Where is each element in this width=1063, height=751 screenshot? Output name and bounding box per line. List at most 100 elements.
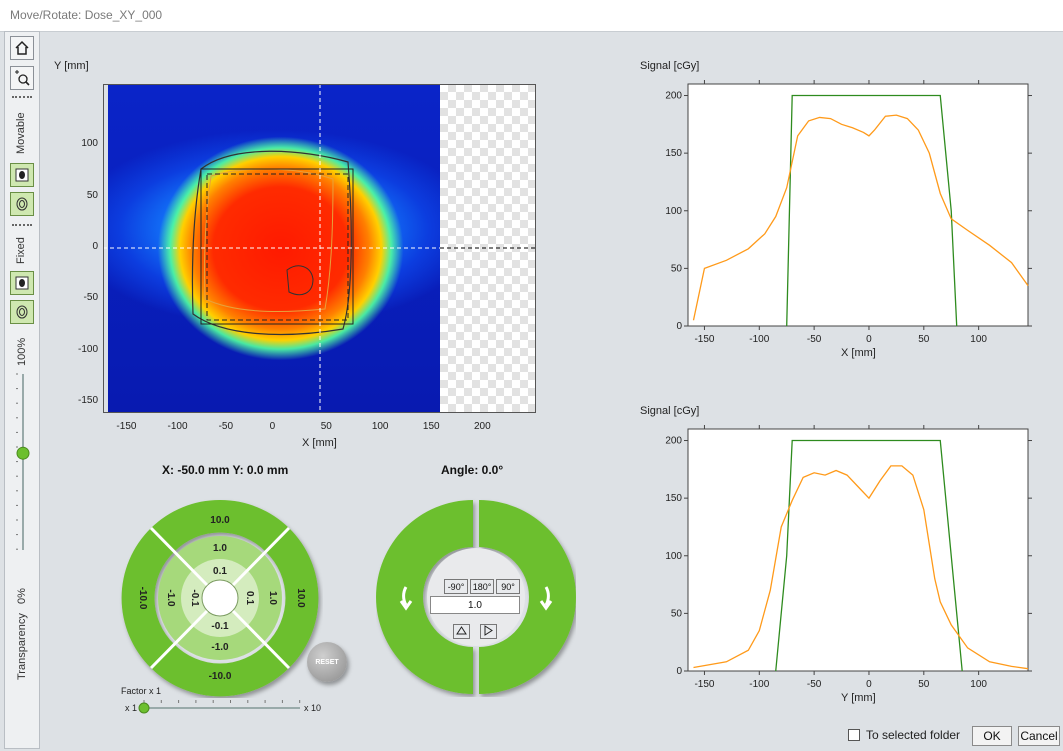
map-x-axis-label: X [mm] <box>302 437 337 449</box>
x-tick-label: -50 <box>807 679 822 690</box>
translate-pad: 10.0 -10.0 -10.0 10.0 1.0 -1.0 -1.0 1.0 … <box>121 499 319 697</box>
profile-x-ylabel: Signal [cGy] <box>640 60 700 72</box>
dose-image-icon <box>15 276 29 290</box>
map-x-tick: 50 <box>320 421 332 432</box>
move-down-01-label: -0.1 <box>211 621 229 632</box>
profile-y-xlabel: Y [mm] <box>841 692 876 704</box>
movable-label: Movable <box>15 112 27 154</box>
move-down-10-label: -10.0 <box>209 671 232 682</box>
transparency-label: Transparency <box>16 613 28 680</box>
y-tick-label: 100 <box>665 206 682 217</box>
divider <box>12 224 32 230</box>
map-y-tick: 0 <box>92 241 98 252</box>
sidebar: Movable Fixed 100% 0% Transparency <box>4 31 40 749</box>
x-tick-label: -100 <box>749 334 769 345</box>
map-x-tick: 200 <box>473 421 491 432</box>
reset-button[interactable]: RESET <box>307 642 347 682</box>
rotate-ccw-button[interactable] <box>376 500 473 694</box>
fixed-label: Fixed <box>15 237 27 264</box>
ok-button[interactable]: OK <box>972 726 1012 746</box>
cancel-button[interactable]: Cancel <box>1018 726 1060 746</box>
move-up-10-button[interactable] <box>151 499 289 552</box>
move-right-10-label: 10.0 <box>295 588 306 608</box>
flip-horizontal-button[interactable] <box>480 624 497 639</box>
planned-profile-line <box>786 94 958 327</box>
y-tick-label: 0 <box>676 321 682 332</box>
move-up-1-label: 1.0 <box>213 543 227 554</box>
flip-vertical-button[interactable] <box>453 624 470 639</box>
measured-profile-line <box>693 465 1029 670</box>
divider <box>12 96 32 102</box>
rotate-180-button[interactable]: 180° <box>470 579 494 594</box>
factor-min-label: x 1 <box>125 703 138 713</box>
to-selected-folder-checkbox[interactable] <box>848 729 860 741</box>
measured-profile-line <box>692 114 1029 321</box>
window-title: Move/Rotate: Dose_XY_000 <box>10 8 163 22</box>
profile-y-chart[interactable]: 200 150 100 50 0 -150 -100 -50 0 50 100 <box>640 421 1040 711</box>
rotate-90-button[interactable]: 90° <box>496 579 520 594</box>
x-tick-label: 50 <box>918 334 930 345</box>
rotate-cw-button[interactable] <box>479 500 576 694</box>
transparency-min-label: 0% <box>16 588 28 604</box>
zoom-button[interactable] <box>10 66 34 90</box>
factor-label: Factor x 1 <box>121 686 162 696</box>
transparency-max-label: 100% <box>16 337 28 366</box>
contour-icon <box>16 197 28 211</box>
move-right-01-label: 0.1 <box>244 591 255 605</box>
title-bar: Move/Rotate: Dose_XY_000 <box>0 0 1063 32</box>
x-tick-label: -100 <box>749 679 769 690</box>
map-x-tick: -50 <box>218 421 234 432</box>
y-tick-label: 0 <box>676 666 682 677</box>
factor-slider-thumb[interactable] <box>138 702 150 714</box>
profile-x-chart[interactable]: 200 150 100 50 0 -150 -100 -50 0 50 100 <box>640 76 1040 366</box>
map-x-tick: 0 <box>269 421 276 432</box>
move-up-10-label: 10.0 <box>210 515 230 526</box>
rotate-cw-icon <box>544 586 550 606</box>
move-left-1-label: -1.0 <box>165 589 176 607</box>
flip-vertical-icon <box>456 626 467 635</box>
x-tick-label: 100 <box>970 334 987 345</box>
map-y-tick: 100 <box>81 138 98 150</box>
move-left-10-button[interactable] <box>121 528 174 668</box>
y-tick-label: 150 <box>665 493 682 504</box>
angle-readout: Angle: 0.0° <box>441 463 504 477</box>
move-left-01-label: -0.1 <box>189 589 200 607</box>
fixed-contour-button[interactable] <box>10 300 34 324</box>
home-button[interactable] <box>10 36 34 60</box>
movable-contour-button[interactable] <box>10 192 34 216</box>
angle-step-input[interactable]: 1.0 <box>430 596 520 614</box>
factor-slider[interactable] <box>138 698 304 716</box>
map-x-tick: -100 <box>167 421 188 432</box>
fixed-image-button[interactable] <box>10 271 34 295</box>
map-frame <box>103 84 536 413</box>
flip-horizontal-icon <box>484 625 493 636</box>
profile-x-xlabel: X [mm] <box>841 347 876 359</box>
position-readout: X: -50.0 mm Y: 0.0 mm <box>162 463 289 477</box>
transparency-slider-thumb[interactable] <box>16 446 30 460</box>
move-right-10-button[interactable] <box>266 528 319 668</box>
y-tick-label: 200 <box>665 436 682 447</box>
map-x-tick: 150 <box>422 421 440 432</box>
map-y-tick: -100 <box>77 343 98 355</box>
map-x-tick: -150 <box>116 421 137 432</box>
move-up-01-label: 0.1 <box>213 566 227 577</box>
y-tick-label: 50 <box>671 263 683 274</box>
profile-y-ylabel: Signal [cGy] <box>640 405 700 417</box>
y-tick-label: 100 <box>665 551 682 562</box>
y-tick-label: 50 <box>671 608 683 619</box>
move-left-10-label: -10.0 <box>137 587 148 610</box>
move-down-1-label: -1.0 <box>211 642 229 653</box>
rotate-minus-90-button[interactable]: -90° <box>444 579 468 594</box>
dose-image-icon <box>15 168 29 182</box>
transparency-slider[interactable] <box>5 370 39 570</box>
planned-profile-line <box>775 439 963 672</box>
map-x-tick: 100 <box>371 421 389 432</box>
movable-image-button[interactable] <box>10 163 34 187</box>
magnifier-icon <box>15 70 30 86</box>
map-y-tick: -150 <box>77 395 98 407</box>
map-y-axis-label: Y [mm] <box>54 60 89 72</box>
y-tick-label: 150 <box>665 148 682 159</box>
home-icon <box>15 40 29 55</box>
x-tick-label: 100 <box>970 679 987 690</box>
move-down-10-button[interactable] <box>151 644 289 697</box>
